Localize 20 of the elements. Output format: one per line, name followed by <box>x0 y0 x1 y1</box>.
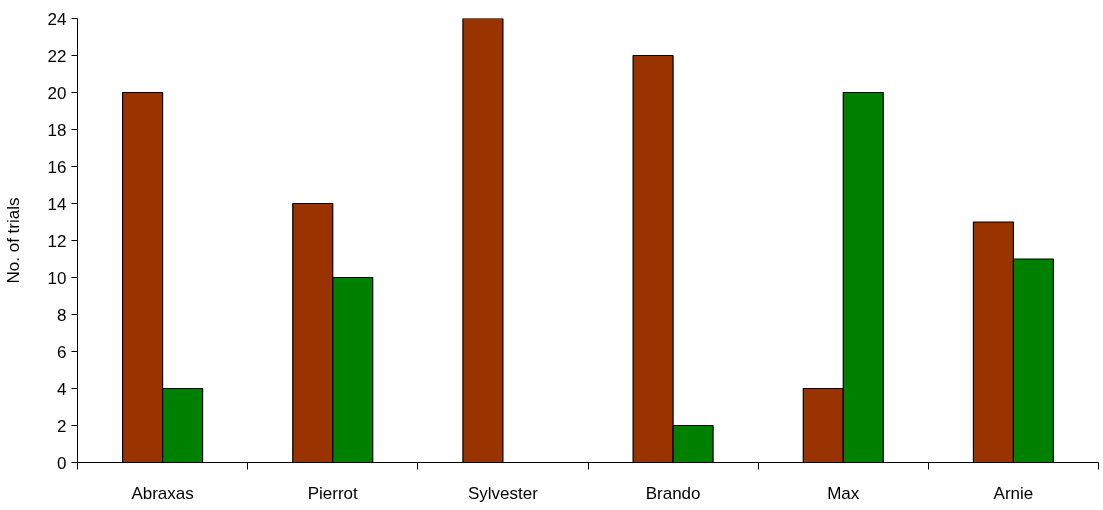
y-tick-label: 4 <box>57 379 67 399</box>
x-tick-label: Arnie <box>993 483 1034 503</box>
y-tick-label: 0 <box>57 453 67 473</box>
y-tick-label: 24 <box>47 9 67 29</box>
y-tick-label: 8 <box>57 305 67 325</box>
y-tick-label: 12 <box>47 231 67 251</box>
y-tick-label: 22 <box>47 46 67 66</box>
y-tick-label: 18 <box>47 120 67 140</box>
y-tick-label: 16 <box>47 157 67 177</box>
y-axis-title: No. of trials <box>3 197 23 284</box>
y-tick-label: 2 <box>57 416 67 436</box>
y-tick-label: 20 <box>47 83 67 103</box>
x-tick-label: Pierrot <box>307 483 359 503</box>
x-tick-label: Max <box>827 483 860 503</box>
x-tick-label: Abraxas <box>131 483 194 503</box>
x-tick-label: Sylvester <box>467 483 539 503</box>
y-tick-label: 14 <box>47 194 67 214</box>
y-tick-label: 6 <box>57 342 67 362</box>
y-tick-label: 10 <box>47 268 67 288</box>
x-tick-label: Brando <box>645 483 701 503</box>
